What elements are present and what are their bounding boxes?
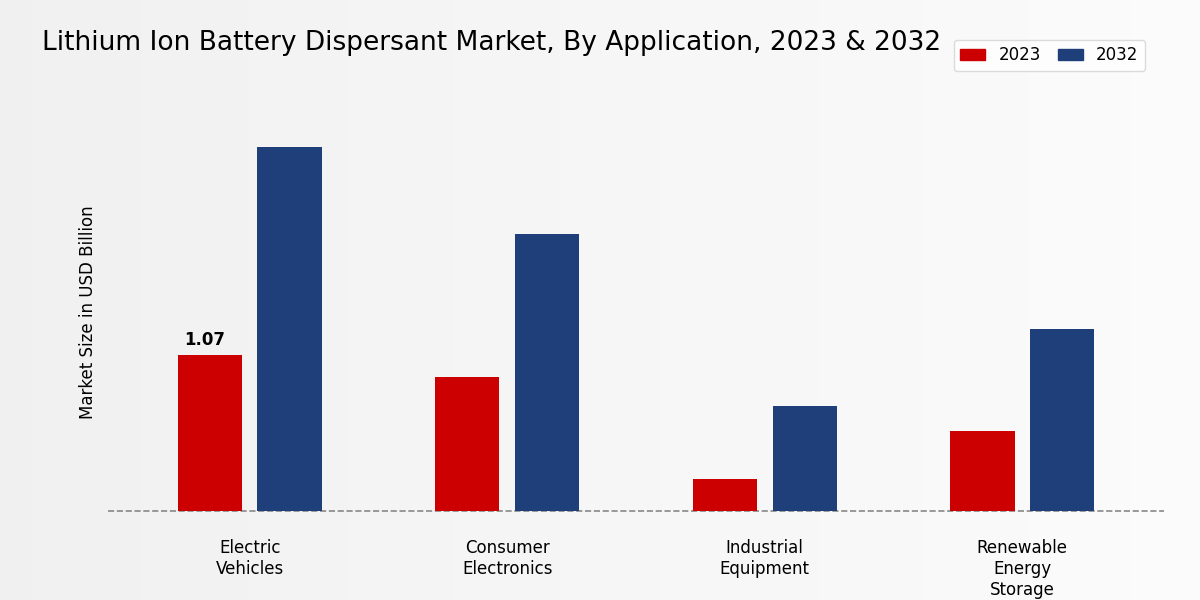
Bar	[773, 406, 836, 511]
Legend: 2023, 2032: 2023, 2032	[954, 40, 1145, 71]
Text: Lithium Ion Battery Dispersant Market, By Application, 2023 & 2032: Lithium Ion Battery Dispersant Market, B…	[42, 30, 941, 56]
Text: 1.07: 1.07	[184, 331, 226, 349]
Bar	[436, 377, 499, 511]
Y-axis label: Market Size in USD Billion: Market Size in USD Billion	[79, 205, 97, 419]
Bar	[515, 234, 580, 511]
Bar	[257, 147, 322, 511]
Bar	[950, 431, 1015, 511]
Bar	[1030, 329, 1094, 511]
Bar	[178, 355, 242, 511]
Bar	[692, 479, 757, 511]
